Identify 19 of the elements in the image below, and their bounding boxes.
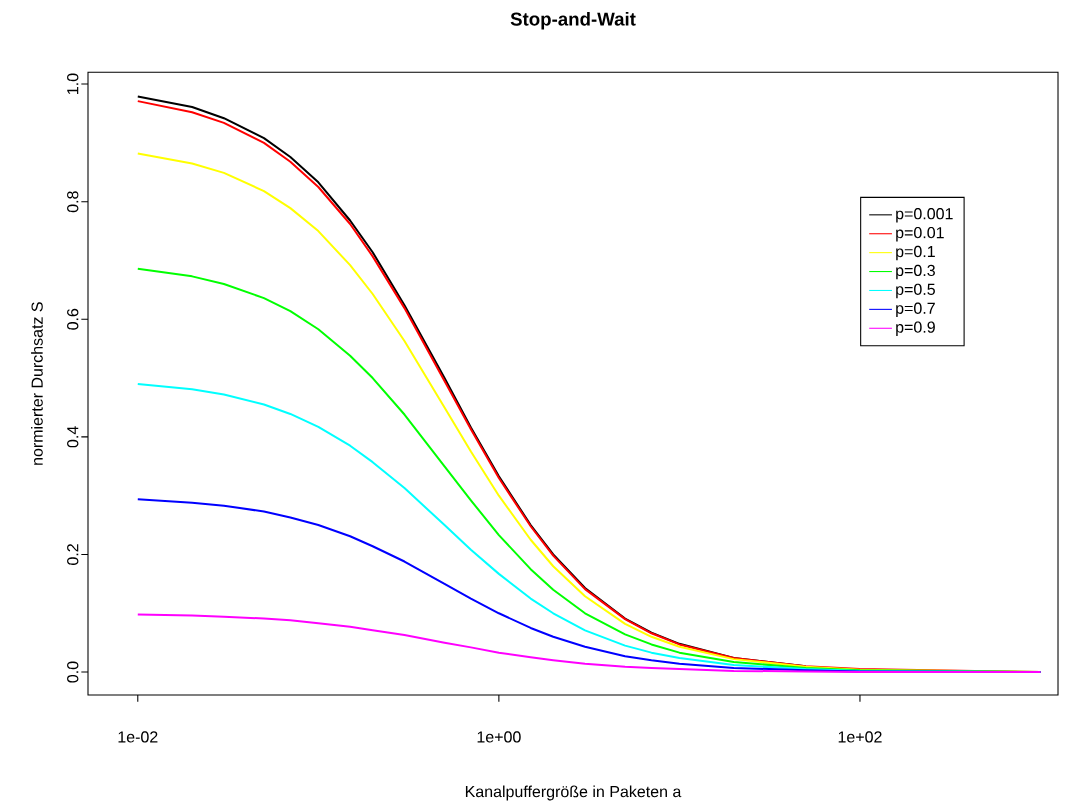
legend-label: p=0.001	[896, 208, 953, 223]
y-tick-label: 0.6	[67, 308, 79, 330]
legend-label: p=0.5	[896, 283, 935, 299]
x-tick-label: 1e+02	[838, 731, 882, 743]
legend-label: p=0.01	[896, 227, 944, 242]
x-tick-label: 1e-02	[118, 731, 158, 743]
y-tick-label: 1.0	[67, 73, 79, 95]
y-tick-label: 0.8	[67, 191, 79, 213]
legend-label: p=0.1	[896, 245, 935, 261]
legend-label: p=0.7	[896, 302, 935, 318]
y-tick-label: 0.4	[67, 426, 79, 448]
y-axis-title: normierter Durchsatz S	[31, 302, 43, 465]
x-axis-title: Kanalpuffergröße in Paketen a	[465, 785, 682, 801]
chart-title: Stop-and-Wait	[510, 12, 636, 30]
legend-label: p=0.9	[896, 321, 935, 337]
x-tick-label: 1e+00	[477, 731, 521, 743]
y-tick-label: 0.2	[67, 544, 79, 566]
legend-label: p=0.3	[896, 264, 935, 280]
y-tick-label: 0.0	[67, 661, 79, 683]
